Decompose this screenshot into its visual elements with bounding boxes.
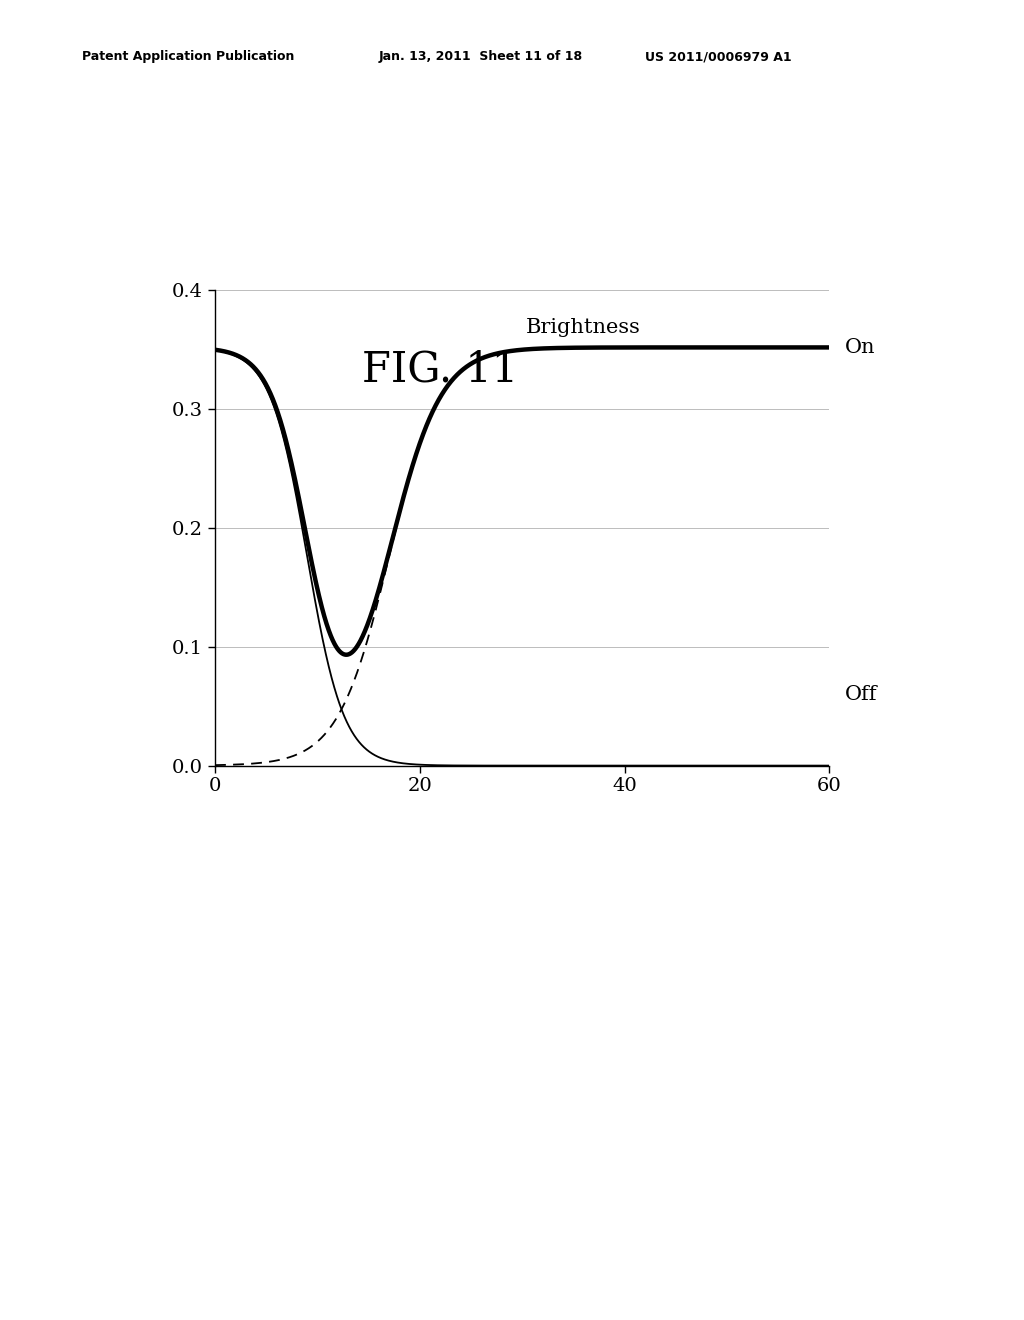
Text: FIG. 11: FIG. 11: [362, 348, 518, 391]
Text: On: On: [845, 338, 876, 356]
Text: Off: Off: [845, 685, 878, 704]
Text: Patent Application Publication: Patent Application Publication: [82, 50, 294, 63]
Text: Jan. 13, 2011  Sheet 11 of 18: Jan. 13, 2011 Sheet 11 of 18: [379, 50, 583, 63]
Text: Brightness: Brightness: [526, 318, 641, 337]
Text: US 2011/0006979 A1: US 2011/0006979 A1: [645, 50, 792, 63]
